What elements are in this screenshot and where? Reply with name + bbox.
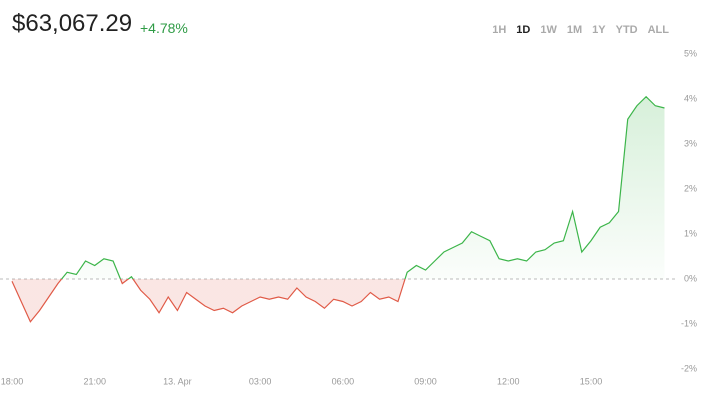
range-button[interactable]: YTD: [615, 24, 638, 36]
x-tick-label: 09:00: [414, 376, 437, 386]
y-tick-label: -2%: [681, 363, 697, 373]
x-tick-label: 06:00: [332, 376, 355, 386]
x-tick-label: 15:00: [580, 376, 603, 386]
y-tick-label: 4%: [684, 93, 697, 103]
x-tick-label: 12:00: [497, 376, 520, 386]
range-button[interactable]: 1Y: [592, 24, 606, 36]
y-tick-label: 3%: [684, 138, 697, 148]
range-button[interactable]: ALL: [647, 24, 669, 36]
price-line: [11, 95, 665, 323]
x-tick-label: 03:00: [249, 376, 272, 386]
range-selector: 1H 1D 1W 1M 1Y YTD ALL: [492, 24, 669, 36]
y-tick-label: 5%: [684, 48, 697, 58]
y-tick-label: -1%: [681, 318, 697, 328]
range-button[interactable]: 1H: [492, 24, 507, 36]
x-tick-label: 21:00: [83, 376, 106, 386]
y-tick-label: 2%: [684, 183, 697, 193]
area: [12, 96, 665, 322]
x-tick-label: 18:00: [1, 376, 24, 386]
y-tick-label: 1%: [684, 228, 697, 238]
price-change: +4.78%: [140, 20, 188, 36]
range-button[interactable]: 1M: [566, 24, 583, 36]
price: $63,067.29: [12, 10, 133, 37]
range-button[interactable]: 1W: [540, 24, 557, 36]
range-button[interactable]: 1D: [516, 24, 531, 36]
x-tick-label: 13. Apr: [163, 376, 192, 386]
y-tick-label: 0%: [684, 273, 697, 283]
